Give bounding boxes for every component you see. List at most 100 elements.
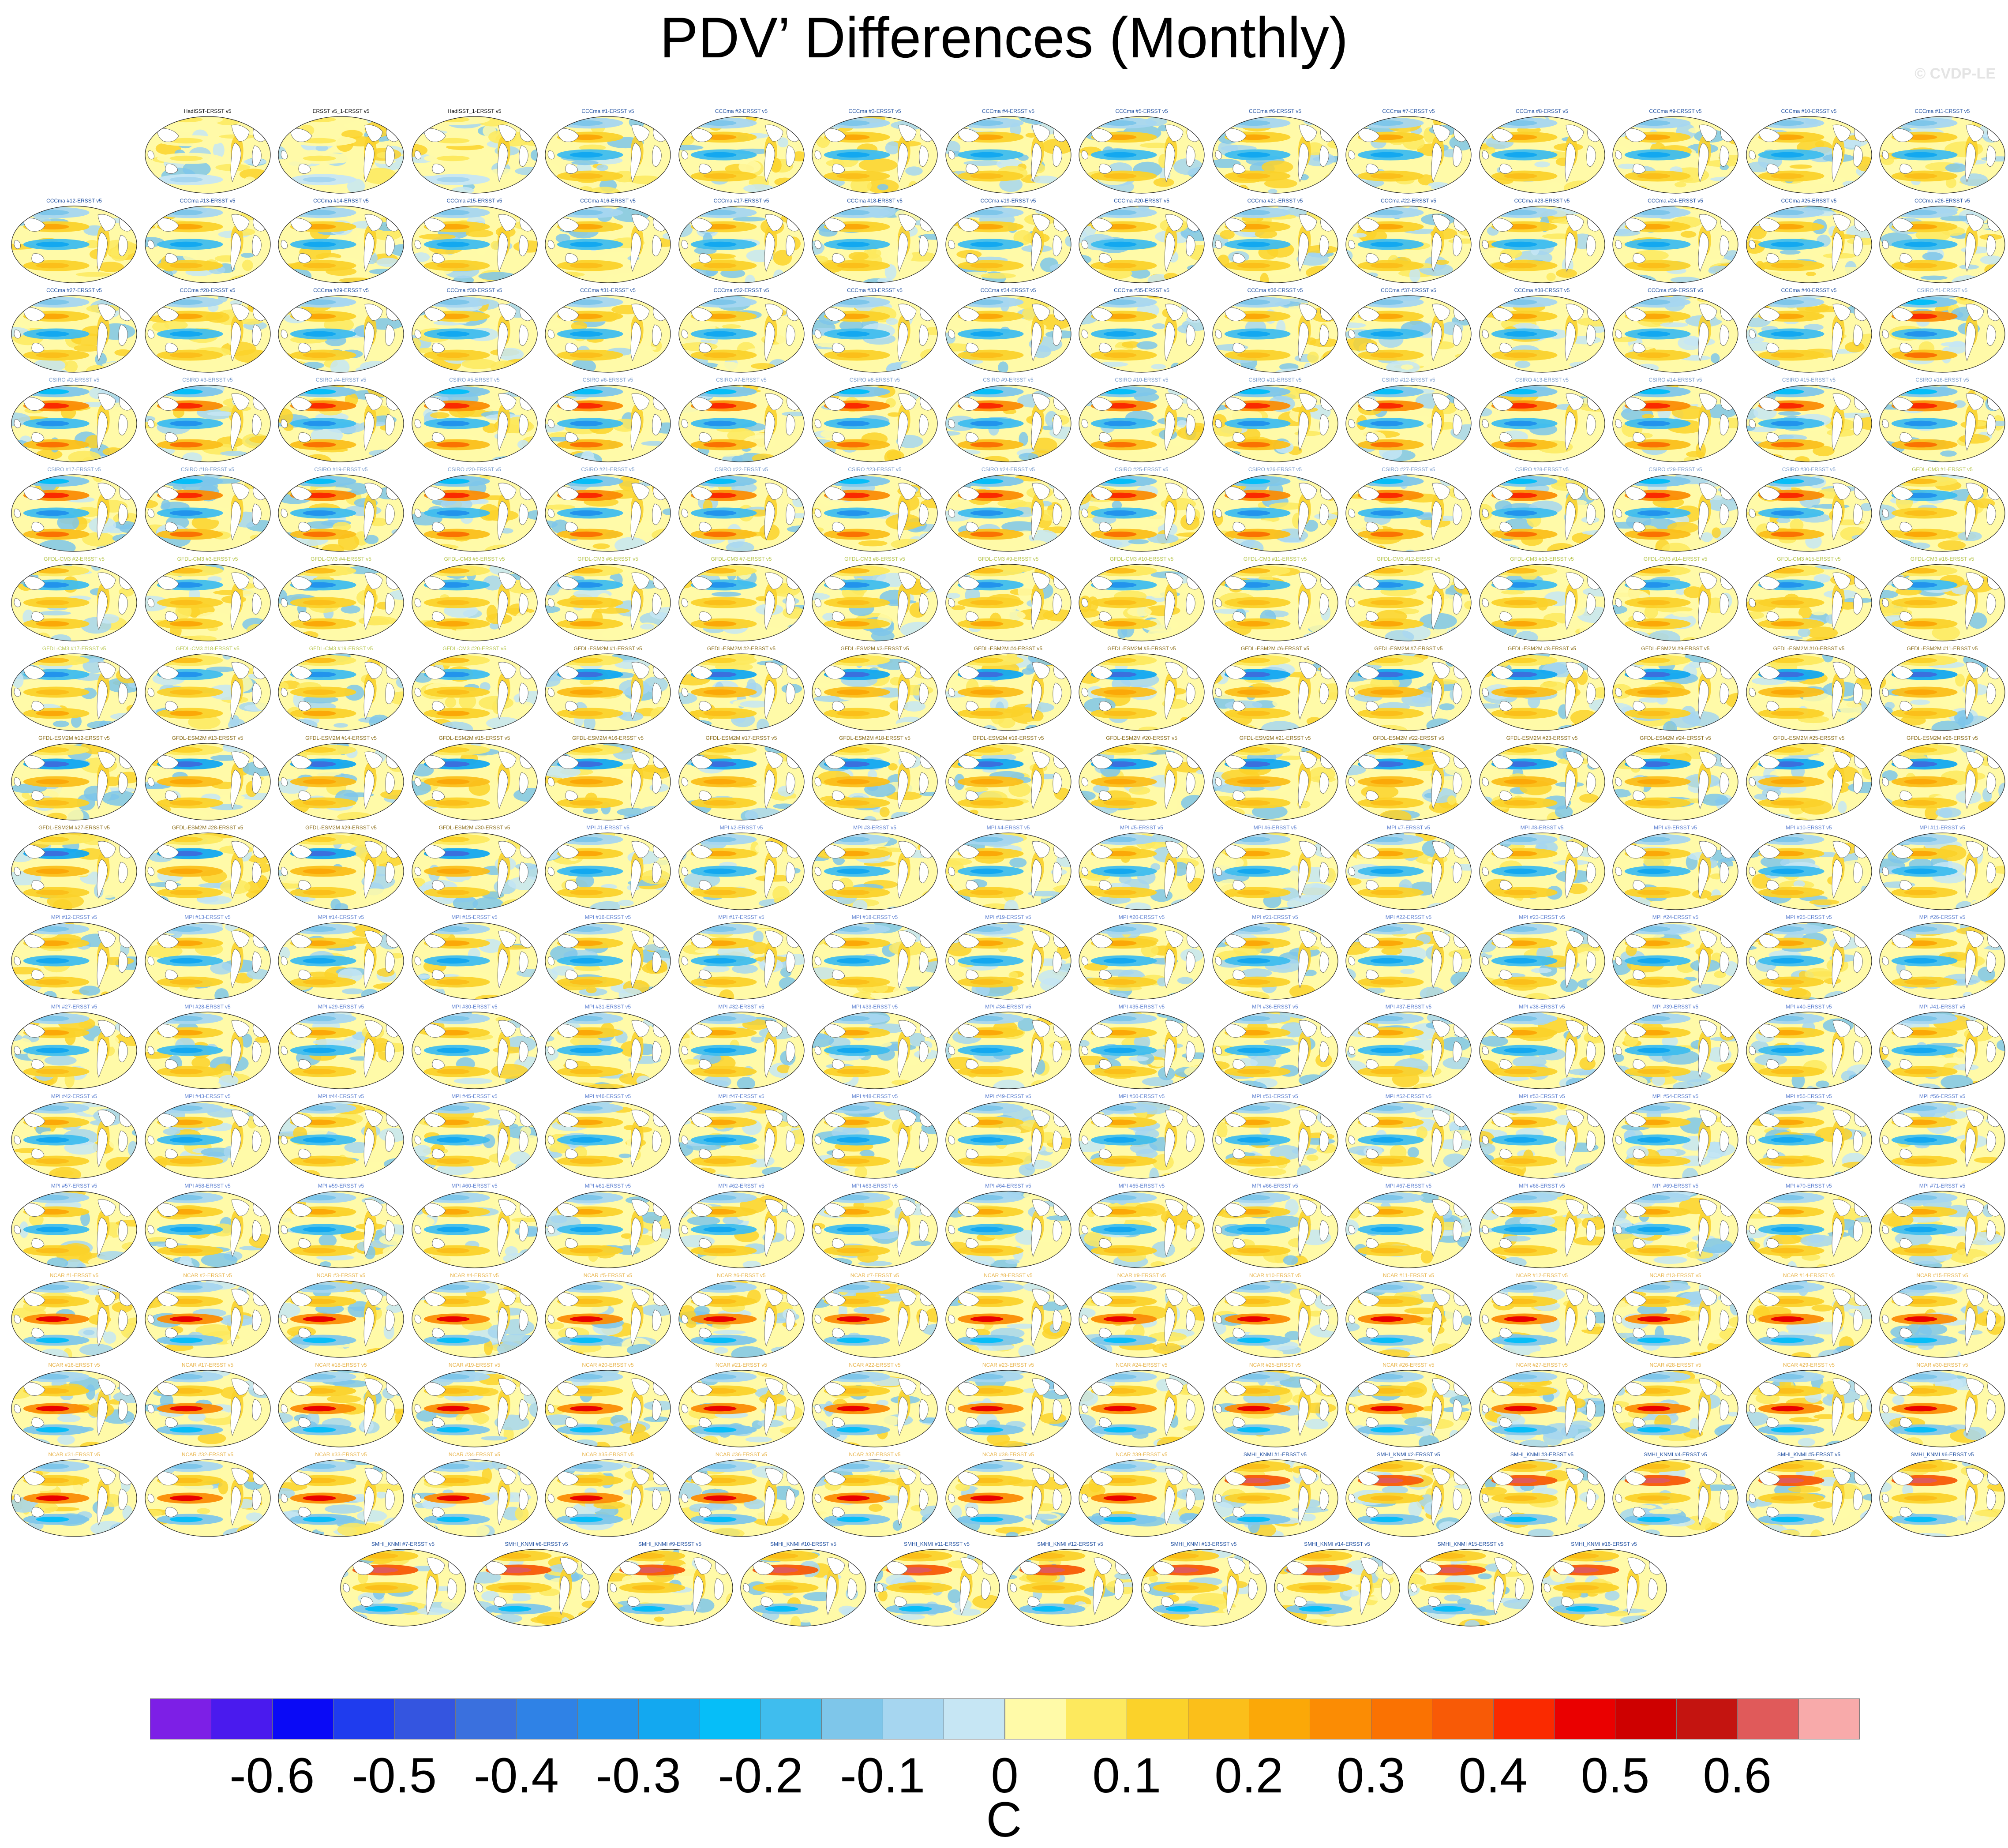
- continent-outline: [1031, 232, 1042, 272]
- anomaly-blob: [545, 629, 558, 639]
- map-panel-title: CCCma #4-ERSST v5: [982, 108, 1035, 114]
- map-panel-title: GFDL-ESM2M #9-ERSST v5: [1641, 645, 1710, 652]
- continent-outline: [1853, 145, 1863, 167]
- continent-outline: [1625, 128, 1647, 142]
- continent-outline: [832, 253, 845, 263]
- anomaly-blob: [1130, 268, 1150, 279]
- map-panel: GFDL-ESM2M #11-ERSST v5: [1876, 645, 2008, 733]
- anomaly-core: [1504, 657, 1537, 663]
- anomaly-core: [436, 600, 469, 606]
- map-panel: CCCma #34-ERSST v5: [942, 287, 1075, 375]
- map-panel-title: GFDL-ESM2M #10-ERSST v5: [1773, 645, 1845, 652]
- anomaly-core: [303, 442, 336, 448]
- map-globe: [1079, 116, 1205, 194]
- anomaly-core: [1771, 510, 1804, 516]
- map-globe: [411, 385, 538, 462]
- globe-outline: [1079, 206, 1205, 283]
- anomaly-core: [169, 800, 202, 806]
- anomaly-core: [970, 152, 1003, 158]
- continent-outline: [1165, 214, 1184, 231]
- anomaly-core: [36, 568, 69, 574]
- continent-outline: [165, 253, 178, 263]
- anomaly-blob: [1994, 693, 2004, 705]
- map-panel: ERSST v5_1-ERSST v5: [275, 108, 407, 196]
- anomaly-blob: [1697, 296, 1713, 303]
- anomaly-core: [569, 299, 603, 305]
- map-panel: CSIRO #17-ERSST v5: [8, 466, 140, 554]
- anomaly-blob: [784, 564, 804, 572]
- globe-outline: [812, 116, 938, 194]
- map-panel: CCCma #32-ERSST v5: [675, 287, 808, 375]
- anomaly-core: [1504, 420, 1537, 427]
- anomaly-core: [1637, 420, 1671, 427]
- anomaly-blob: [1994, 666, 2005, 671]
- anomaly-core: [1771, 352, 1804, 358]
- anomaly-blob: [1194, 446, 1204, 457]
- anomaly-blob: [116, 452, 135, 462]
- map-globe: [1079, 653, 1205, 731]
- anomaly-blob: [1989, 450, 2004, 456]
- map-panel-title: CSIRO #30-ERSST v5: [1782, 466, 1836, 472]
- anomaly-blob: [1040, 544, 1071, 551]
- map-globe: [278, 206, 404, 283]
- anomaly-core: [1504, 710, 1537, 716]
- globe-outline: [1212, 116, 1338, 194]
- anomaly-blob: [254, 206, 269, 211]
- map-globe: [1079, 564, 1205, 641]
- anomaly-core: [1771, 389, 1804, 395]
- anomaly-blob: [557, 564, 574, 570]
- map-panel: CCCma #2-ERSST v5: [675, 108, 808, 196]
- map-globe: [411, 295, 538, 373]
- anomaly-blob: [1060, 353, 1071, 366]
- map-panel: CCCma #9-ERSST v5: [1609, 108, 1742, 196]
- anomaly-core: [1771, 420, 1804, 427]
- continent-outline: [97, 232, 108, 272]
- map-globe: [1612, 385, 1738, 462]
- anomaly-core: [436, 331, 469, 337]
- anomaly-blob: [412, 206, 425, 211]
- map-panel: CSIRO #24-ERSST v5: [942, 466, 1075, 554]
- map-globe: [1746, 653, 1872, 731]
- anomaly-core: [1904, 510, 1937, 516]
- map-panel-title: GFDL-CM3 #19-ERSST v5: [309, 645, 373, 652]
- anomaly-core: [169, 262, 202, 269]
- anomaly-blob: [1231, 459, 1248, 462]
- anomaly-blob: [1501, 590, 1525, 595]
- anomaly-blob: [287, 628, 297, 638]
- anomaly-blob: [812, 720, 823, 731]
- map-globe: [1212, 385, 1338, 462]
- anomaly-core: [169, 116, 202, 123]
- anomaly-blob: [1055, 632, 1071, 641]
- map-panel-title: CCCma #20-ERSST v5: [1114, 198, 1169, 204]
- anomaly-core: [1904, 173, 1937, 179]
- map-globe: [945, 116, 1071, 194]
- anomaly-core: [703, 710, 736, 716]
- continent-outline: [31, 253, 45, 263]
- anomaly-core: [1237, 241, 1270, 247]
- continent-outline: [298, 164, 311, 174]
- anomaly-core: [569, 262, 603, 269]
- anomaly-core: [836, 152, 870, 158]
- map-globe: [1079, 474, 1205, 552]
- anomaly-core: [1771, 173, 1804, 179]
- map-globe: [144, 743, 271, 821]
- continent-outline: [1615, 240, 1622, 249]
- anomaly-core: [303, 621, 336, 627]
- anomaly-core: [303, 331, 336, 337]
- anomaly-blob: [281, 564, 304, 568]
- globe-outline: [1612, 116, 1738, 194]
- map-panel: CCCma #19-ERSST v5: [942, 197, 1075, 285]
- anomaly-core: [703, 352, 736, 358]
- map-globe: [1212, 295, 1338, 373]
- anomaly-core: [1504, 689, 1537, 695]
- map-panel: CSIRO #7-ERSST v5: [675, 376, 808, 465]
- anomaly-blob: [1945, 163, 1967, 172]
- anomaly-blob: [1352, 233, 1367, 238]
- anomaly-core: [970, 510, 1003, 516]
- continent-outline: [1699, 214, 1717, 231]
- anomaly-blob: [278, 628, 295, 633]
- anomaly-core: [436, 155, 469, 161]
- anomaly-core: [836, 510, 870, 516]
- anomaly-core: [569, 710, 603, 716]
- anomaly-core: [1103, 152, 1137, 158]
